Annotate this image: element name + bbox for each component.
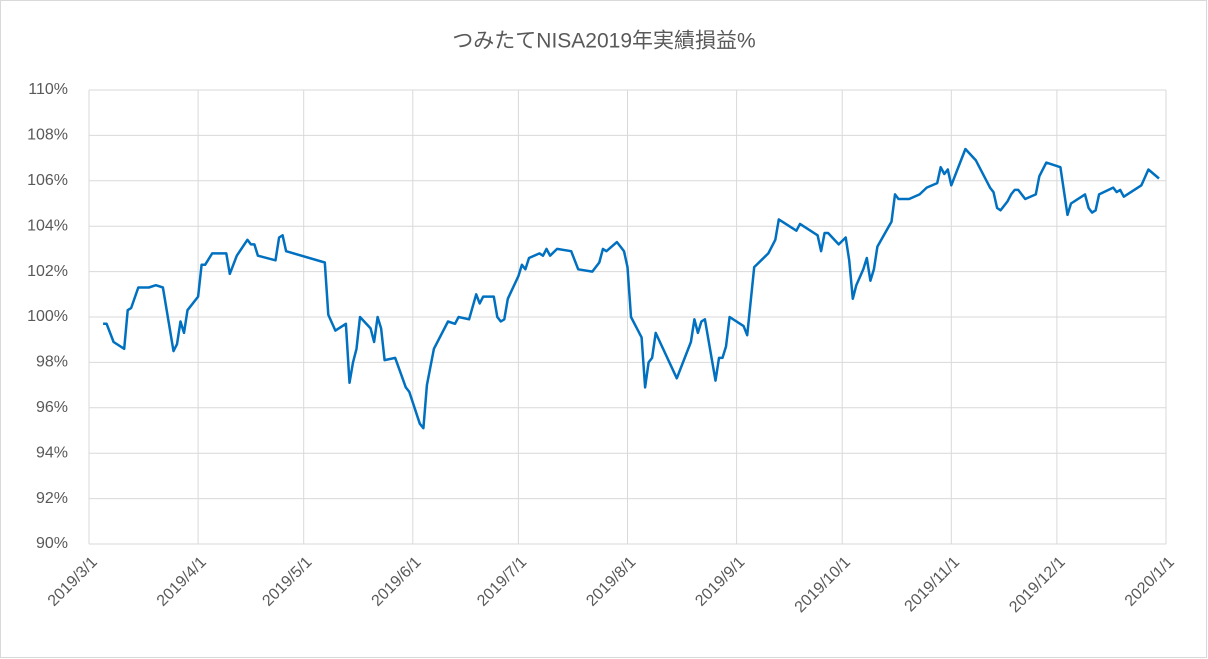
y-tick-label: 106%	[27, 172, 68, 189]
y-tick-label: 94%	[36, 444, 68, 461]
y-tick-label: 92%	[36, 490, 68, 507]
y-tick-label: 108%	[27, 127, 68, 144]
y-tick-label: 96%	[36, 399, 68, 416]
y-tick-label: 102%	[27, 263, 68, 280]
y-tick-label: 90%	[36, 535, 68, 552]
y-tick-label: 98%	[36, 354, 68, 371]
data-line	[103, 147, 1160, 430]
y-tick-label: 110%	[28, 81, 68, 98]
chart-title: つみたてNISA2019年実績損益%	[452, 30, 755, 53]
y-tick-label: 100%	[27, 308, 68, 325]
y-tick-label: 104%	[27, 217, 68, 234]
